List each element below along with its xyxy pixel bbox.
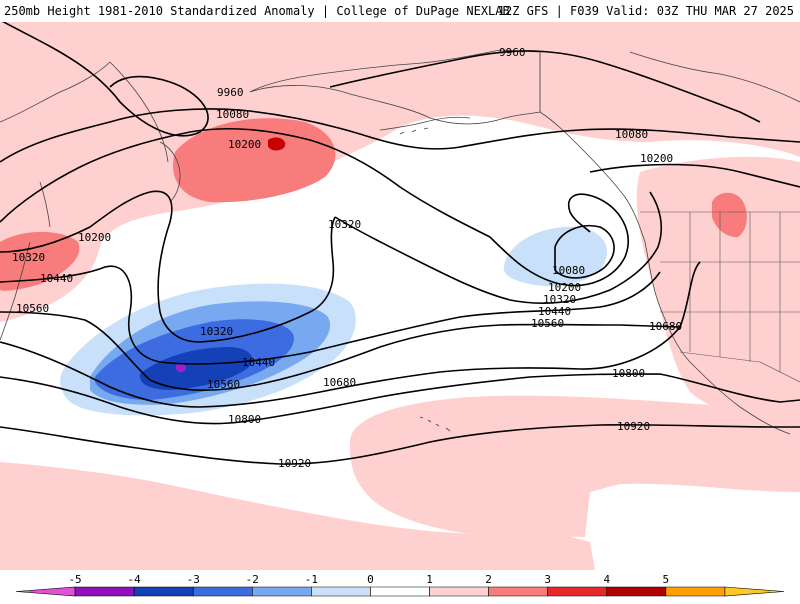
contour-label: 10200 — [78, 231, 111, 244]
colorbar-swatch — [606, 586, 667, 597]
colorbar-tick-label: -5 — [68, 573, 81, 586]
colorbar-tick-label: 2 — [485, 573, 492, 586]
contour-9960-east — [329, 50, 761, 123]
colorbar-swatch — [547, 586, 608, 597]
contour-label: 10680 — [323, 376, 356, 389]
colorbar-swatch — [133, 586, 194, 597]
contour-label: 10200 — [228, 138, 261, 151]
anomaly-fill-plus2-kamchatka — [173, 118, 336, 203]
contour-labels: 9960 9960 10080 10080 10080 10200 10200 … — [12, 46, 682, 470]
contour-label: 10800 — [612, 367, 645, 380]
border-us-mexico — [679, 351, 800, 383]
contour-label: 10200 — [640, 152, 673, 165]
anomaly-fill-plus1-southwest — [0, 462, 595, 570]
colorbar-tick-label: 3 — [544, 573, 551, 586]
contour-label: 10440 — [40, 272, 73, 285]
colorbar-swatch — [311, 586, 371, 597]
coastline-alaska — [249, 49, 541, 125]
contour-label: 10560 — [531, 317, 564, 330]
contour-10920 — [0, 423, 800, 465]
political-borders — [539, 52, 800, 383]
contour-10680 — [0, 261, 701, 408]
map-panel: 9960 9960 10080 10080 10080 10200 10200 … — [0, 17, 800, 570]
colorbar-tick-label: -2 — [246, 573, 259, 586]
contour-10800 — [0, 373, 800, 425]
contour-label: 10800 — [228, 413, 261, 426]
colorbar-tick-label: 0 — [367, 573, 374, 586]
colorbar-tick-label: 4 — [603, 573, 610, 586]
contour-10320-gulf — [334, 191, 662, 304]
coastline-canada-arctic — [629, 51, 800, 103]
anomaly-fill-minus4 — [139, 347, 253, 390]
model-run-info: 12Z GFS | F039 Valid: 03Z THU MAR 27 202… — [497, 4, 794, 18]
positive-anomaly-fill — [0, 17, 800, 570]
contour-label: 10320 — [543, 293, 576, 306]
coastline-hawaii — [419, 416, 451, 432]
anomaly-fill-plus2-rockies — [712, 192, 747, 238]
contour-label: 10440 — [538, 305, 571, 318]
anomaly-fill-plus3-core — [268, 137, 286, 151]
contour-10080 — [0, 108, 800, 163]
contour-label: 10920 — [278, 457, 311, 470]
colorbar-swatch — [665, 586, 726, 597]
coastline-sakhalin — [39, 181, 51, 228]
contour-label: 9960 — [217, 86, 244, 99]
map-canvas: 9960 9960 10080 10080 10080 10200 10200 … — [0, 17, 800, 570]
contour-label: 10560 — [16, 302, 49, 315]
colorbar-tick-label: 1 — [426, 573, 433, 586]
contour-label: 10680 — [649, 320, 682, 333]
colorbar-tick-labels: -5 -4 -3 -2 -1 0 1 2 3 4 5 — [68, 573, 669, 586]
coastline-japan — [0, 241, 31, 341]
coastline-west-us — [644, 241, 791, 435]
coastline-aleutians — [379, 116, 471, 135]
colorbar-swatch — [724, 586, 785, 597]
state-borders — [660, 212, 800, 372]
anomaly-fill-plus1-us — [636, 156, 800, 416]
colorbar-swatches — [15, 586, 785, 597]
colorbar-swatch — [192, 586, 253, 597]
contour-10200-gulf — [489, 193, 629, 287]
colorbar-swatch — [74, 586, 135, 597]
colorbar-tick-label: -1 — [305, 573, 318, 586]
coastline-bc — [539, 111, 646, 243]
colorbar-swatch — [15, 586, 76, 597]
contour-10440 — [0, 265, 661, 365]
colorbar-swatch — [488, 586, 548, 597]
colorbar-tick-label: 5 — [663, 573, 670, 586]
anomaly-fill-minus5-core — [176, 363, 186, 373]
colorbar-swatch — [429, 586, 489, 597]
contour-10560 — [0, 311, 681, 392]
anomaly-fill-plus1-south — [350, 395, 800, 537]
contour-label: 10080 — [552, 264, 585, 277]
contour-label: 10320 — [200, 325, 233, 338]
colorbar-legend: -5 -4 -3 -2 -1 0 1 2 3 4 5 — [0, 570, 800, 600]
contour-label: 10200 — [548, 281, 581, 294]
contour-label: 10560 — [207, 378, 240, 391]
colorbar-swatch — [252, 586, 312, 597]
colorbar-tick-label: -3 — [187, 573, 200, 586]
contour-label: 10080 — [216, 108, 249, 121]
contour-label: 9960 — [499, 46, 526, 59]
contour-10320-main — [0, 190, 336, 343]
colorbar-canvas: -5 -4 -3 -2 -1 0 1 2 3 4 5 — [15, 573, 785, 597]
contour-9960-west — [0, 19, 209, 137]
coastline-kamchatka — [159, 141, 181, 203]
anomaly-fill-plus2-japan — [0, 231, 80, 291]
contour-10200-east — [589, 163, 800, 188]
contour-label: 10080 — [615, 128, 648, 141]
contour-label: 10320 — [328, 218, 361, 231]
contour-label: 10920 — [617, 420, 650, 433]
colorbar-swatch — [370, 586, 430, 597]
contour-10200-north — [0, 127, 491, 238]
colorbar-tick-label: -4 — [128, 573, 142, 586]
contour-10080-gulf — [554, 225, 615, 279]
height-contours — [0, 19, 800, 465]
map-title: 250mb Height 1981-2010 Standardized Anom… — [4, 4, 510, 18]
contour-label: 10320 — [12, 251, 45, 264]
header: 250mb Height 1981-2010 Standardized Anom… — [0, 0, 800, 22]
contour-label: 10440 — [242, 356, 275, 369]
coastlines — [0, 49, 800, 435]
anomaly-fill-plus1-north — [0, 17, 800, 322]
